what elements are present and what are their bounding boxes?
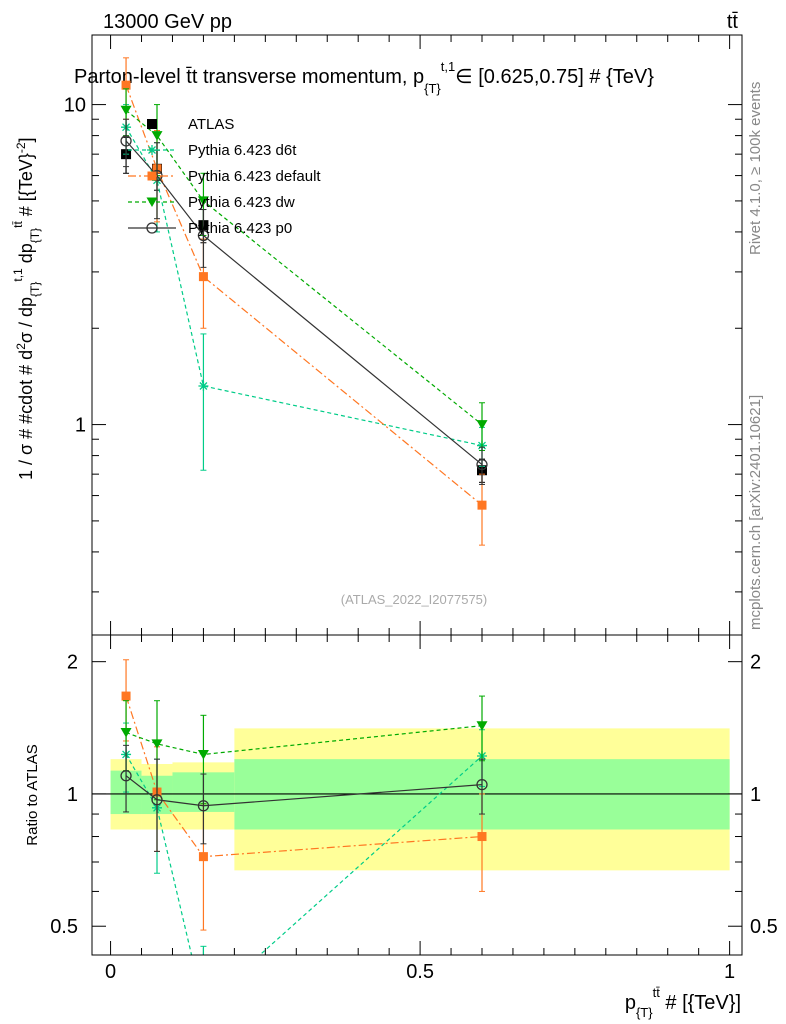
legend-marker xyxy=(146,222,158,234)
ratio-axes: 0.5 0.5 1 1 2 2 0 0.5 1 xyxy=(50,635,778,983)
series-atlas xyxy=(121,136,487,483)
series-line xyxy=(125,84,483,506)
series-line xyxy=(125,775,483,807)
ratio-ylabel: Ratio to ATLAS xyxy=(24,744,41,845)
energy-label: 13000 GeV pp xyxy=(103,11,232,33)
legend-entry: Pythia 6.423 p0 xyxy=(128,220,292,237)
data-point xyxy=(197,229,210,242)
xtick-label: 1 xyxy=(724,961,735,983)
series-line xyxy=(125,725,483,756)
data-point xyxy=(476,721,488,731)
legend-marker xyxy=(147,119,157,129)
legend-label: ATLAS xyxy=(188,116,234,133)
xlabel: p{T}tt̄ # [{TeV}] xyxy=(625,985,741,1020)
legend-label: Pythia 6.423 default xyxy=(188,168,321,185)
plot-title: Parton-level t̄t transverse momentum, p{… xyxy=(74,59,654,96)
data-point xyxy=(197,800,210,812)
data-point xyxy=(198,272,208,282)
ratio-ytick-label-right: 1 xyxy=(750,784,761,806)
series-line xyxy=(125,695,483,858)
data-point xyxy=(120,770,132,782)
data-point xyxy=(197,196,209,206)
ratio-ytick-label-right: 0.5 xyxy=(750,916,778,938)
series-pythia-6-423-p0 xyxy=(120,118,488,485)
data-point xyxy=(151,794,163,806)
legend-marker xyxy=(147,145,157,155)
ratio-ytick-label-right: 2 xyxy=(750,652,761,674)
series-pythia-6-423-d6t xyxy=(121,104,487,471)
main-series xyxy=(120,57,488,546)
series-line xyxy=(125,140,483,466)
series-line xyxy=(125,126,483,447)
legend-label: Pythia 6.423 dw xyxy=(188,194,295,211)
data-point xyxy=(477,832,487,842)
data-point xyxy=(120,105,132,116)
data-point xyxy=(120,727,132,738)
data-point xyxy=(197,749,209,760)
legend-entry: Pythia 6.423 default xyxy=(128,168,321,185)
series-line xyxy=(125,754,483,955)
data-point xyxy=(121,691,131,701)
xtick-label: 0 xyxy=(105,961,116,983)
process-label: tt̄ xyxy=(727,11,739,33)
ratio-series xyxy=(120,659,488,955)
legend-label: Pythia 6.423 d6t xyxy=(188,142,297,159)
analysis-id: (ATLAS_2022_I2077575) xyxy=(341,592,487,607)
main-ylabel: 1 / σ # #cdot # d2σ / dp{T}t,1 dp{T}tt̄ … xyxy=(11,137,42,480)
data-point xyxy=(120,135,132,147)
series-line xyxy=(125,109,483,426)
series-pythia-6-423-dw xyxy=(120,88,488,451)
data-point xyxy=(151,131,163,141)
ratio-frame xyxy=(91,634,743,956)
legend-label: Pythia 6.423 p0 xyxy=(188,220,292,237)
legend-entry: Pythia 6.423 dw xyxy=(128,194,295,211)
legend-marker xyxy=(146,197,158,207)
data-point xyxy=(477,500,487,510)
data-point xyxy=(121,80,131,90)
ratio-ytick-label: 1 xyxy=(67,784,78,806)
data-point xyxy=(476,420,488,430)
ratio-ytick-label: 0.5 xyxy=(50,916,78,938)
rivet-version: Rivet 4.1.0, ≥ 100k events xyxy=(747,82,764,255)
main-ytick-label: 10 xyxy=(64,95,86,117)
ratio-ytick-label: 2 xyxy=(67,652,78,674)
data-point xyxy=(198,852,208,862)
data-point xyxy=(476,778,488,791)
data-point xyxy=(198,381,209,391)
legend-marker xyxy=(147,171,157,181)
mcplots-credit: mcplots.cern.ch [arXiv:2401.10621] xyxy=(747,395,764,630)
data-point xyxy=(476,458,488,471)
series-pythia-6-423-p0 xyxy=(120,744,488,852)
legend-entry: ATLAS xyxy=(147,116,234,133)
main-axes: 11010² xyxy=(64,35,742,635)
xtick-label: 0.5 xyxy=(406,961,434,983)
main-ytick-label: 1 xyxy=(75,415,86,437)
legend-entry: Pythia 6.423 d6t xyxy=(128,142,297,159)
data-point xyxy=(151,739,163,749)
series-pythia-6-423-default xyxy=(121,57,487,546)
legend: ATLAS Pythia 6.423 d6t Pythia 6.423 defaul… xyxy=(128,116,321,237)
